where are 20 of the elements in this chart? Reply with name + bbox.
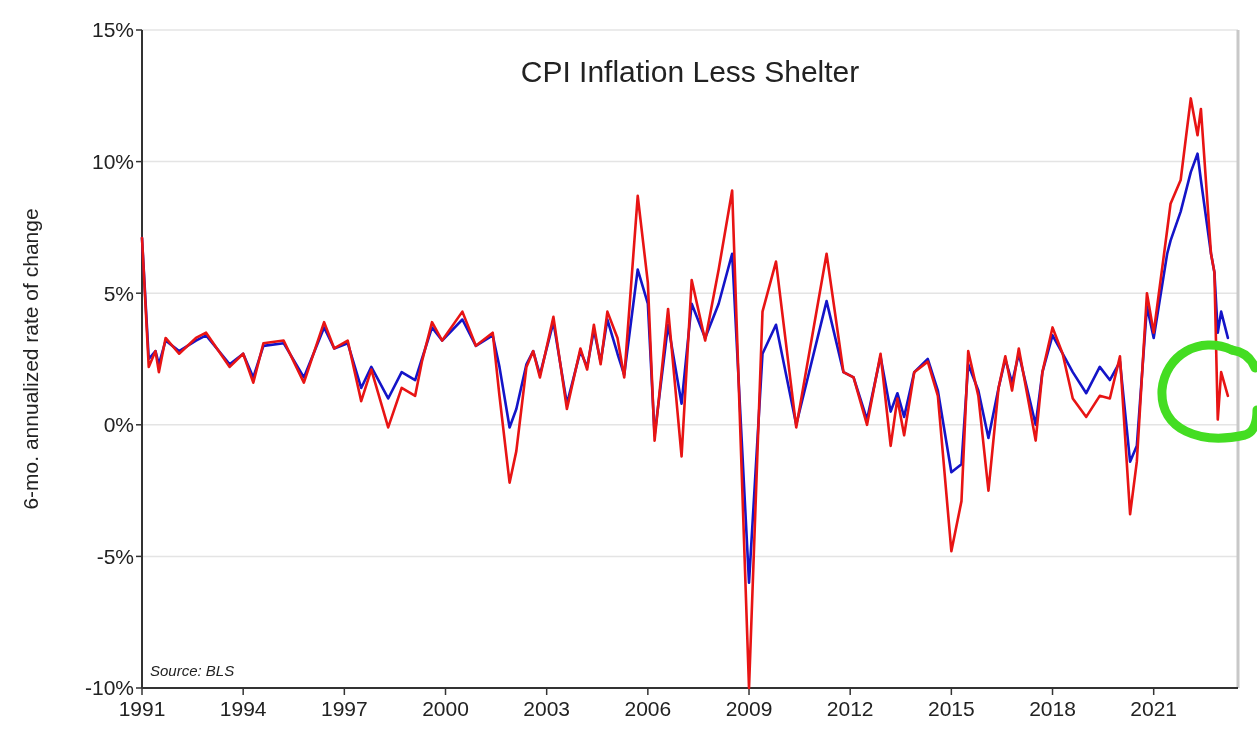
x-tick-label: 2021 — [1130, 697, 1178, 720]
x-tick-label: 2009 — [725, 697, 773, 720]
x-tick-label: 2015 — [927, 697, 975, 720]
x-tick-label: 1994 — [219, 697, 267, 720]
x-tick-label: 1997 — [320, 697, 368, 720]
x-tick-label: 2006 — [624, 697, 672, 720]
y-tick-label: 10% — [91, 149, 134, 173]
y-tick-label: 15% — [91, 18, 134, 42]
x-tick-label: 1991 — [118, 697, 166, 720]
y-tick-label: 0% — [103, 413, 134, 437]
x-tick-label: 2003 — [523, 697, 571, 720]
y-axis-title: 6-mo. annualized rate of change — [19, 208, 42, 510]
y-tick-label: 5% — [103, 281, 134, 305]
x-tick-label: 2018 — [1029, 697, 1076, 720]
x-tick-label: 2012 — [826, 697, 874, 720]
y-tick-label: -5% — [96, 544, 134, 568]
annotation: Source: BLS — [150, 662, 235, 679]
y-tick-label: -10% — [84, 676, 134, 700]
x-tick-label: 2000 — [422, 697, 469, 720]
text: CPI Inflation Less Shelter — [520, 55, 860, 88]
